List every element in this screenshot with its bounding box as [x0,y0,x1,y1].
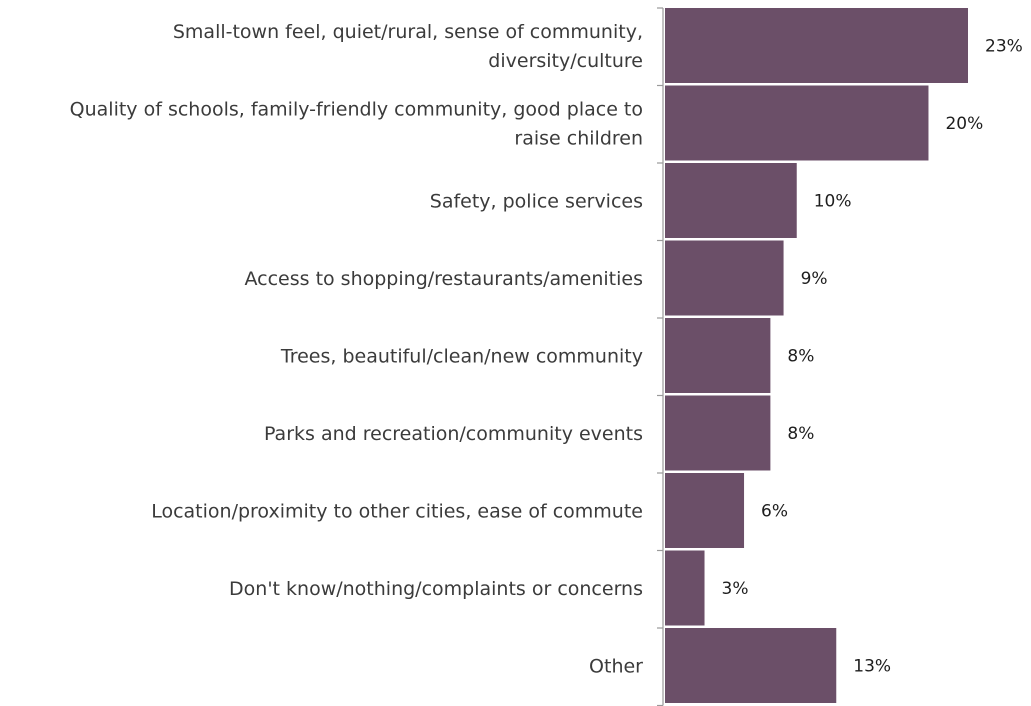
category-label: Location/proximity to other cities, ease… [151,501,643,523]
bar [665,163,797,238]
data-label: 8% [787,347,814,367]
bars-group [665,8,968,703]
bar [665,8,968,83]
data-label: 3% [722,579,749,599]
data-label: 6% [761,502,788,522]
category-label: Small-town feel, quiet/rural, sense of c… [173,21,643,72]
bar [665,85,929,161]
bar [665,473,745,548]
bar [665,318,771,393]
y-axis [657,7,664,706]
category-label: Safety, police services [430,191,643,213]
data-label: 10% [814,192,852,212]
category-label: Access to shopping/restaurants/amenities [244,268,643,290]
bar [665,550,705,626]
data-label: 23% [985,37,1023,57]
category-label: Other [589,656,643,678]
data-label: 8% [787,424,814,444]
category-label: Don't know/nothing/complaints or concern… [229,578,643,600]
bar [665,395,771,471]
data-label: 9% [801,269,828,289]
data-label: 13% [853,657,891,677]
value-labels-group: 23% 20% 10% 9% 8% 8% 6% 3% 13% [722,37,1023,677]
category-label: Quality of schools, family-friendly comm… [70,99,643,150]
bar [665,628,837,703]
category-label: Parks and recreation/community events [264,423,643,445]
category-labels-group: Small-town feel, quiet/rural, sense of c… [70,21,644,678]
category-label: Trees, beautiful/clean/new community [280,346,643,368]
bar [665,240,784,316]
data-label: 20% [945,114,983,134]
